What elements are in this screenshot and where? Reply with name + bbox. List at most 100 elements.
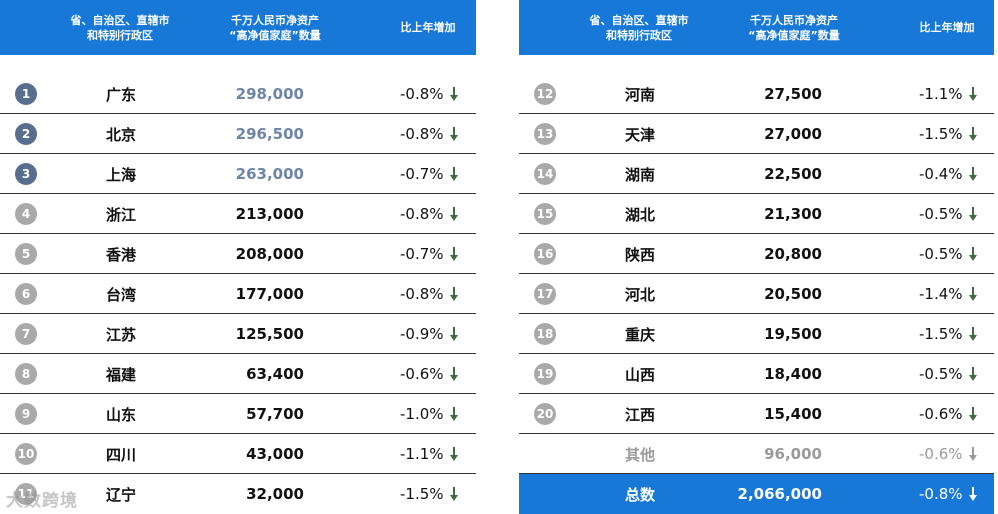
household-count: 27,500 bbox=[764, 85, 822, 103]
change-value: -0.6% bbox=[400, 365, 444, 383]
change-cell: -0.4% bbox=[919, 154, 978, 194]
region-name: 山西 bbox=[624, 365, 655, 384]
region-name: 香港 bbox=[105, 245, 136, 264]
table-row: 1 广东 298,000 -0.8% bbox=[0, 74, 476, 114]
household-count: 32,000 bbox=[246, 485, 304, 503]
count-header-line2: “高净值家庭”数量 bbox=[748, 28, 840, 42]
household-count: 57,700 bbox=[246, 405, 304, 423]
change-cell: -1.1% bbox=[400, 434, 459, 474]
change-value: -1.0% bbox=[400, 405, 444, 423]
household-count: 20,800 bbox=[764, 245, 822, 263]
down-arrow-icon bbox=[449, 407, 458, 421]
household-count: 20,500 bbox=[764, 285, 822, 303]
household-count: 208,000 bbox=[235, 245, 304, 263]
rank-badge: 2 bbox=[15, 123, 37, 145]
change-cell: -1.5% bbox=[919, 114, 978, 154]
change-cell: -0.6% bbox=[919, 394, 978, 434]
down-arrow-icon bbox=[449, 167, 458, 181]
down-arrow-icon bbox=[449, 327, 458, 341]
table-row: 5 香港 208,000 -0.7% bbox=[0, 234, 476, 274]
down-arrow-icon bbox=[449, 247, 458, 261]
region-name: 上海 bbox=[105, 165, 136, 184]
rank-badge: 7 bbox=[15, 323, 37, 345]
table-row: 12 河南 27,500 -1.1% bbox=[519, 74, 994, 114]
region-name: 浙江 bbox=[105, 205, 136, 224]
rank-badge: 12 bbox=[534, 83, 556, 105]
down-arrow-icon bbox=[968, 87, 977, 101]
change-cell: -1.5% bbox=[919, 314, 978, 354]
region-name: 福建 bbox=[105, 365, 136, 384]
table-header: 省、自治区、直辖市 和特别行政区 千万人民币净资产 “高净值家庭”数量 比上年增… bbox=[519, 0, 994, 55]
region-name: 天津 bbox=[624, 125, 655, 144]
change-value: -0.8% bbox=[400, 285, 444, 303]
down-arrow-icon bbox=[968, 487, 977, 501]
household-count: 298,000 bbox=[235, 85, 304, 103]
province-header: 省、自治区、直辖市 和特别行政区 bbox=[44, 0, 196, 55]
down-arrow-icon bbox=[968, 407, 977, 421]
change-value: -0.5% bbox=[919, 365, 963, 383]
rank-badge: 20 bbox=[534, 403, 556, 425]
region-name: 总数 bbox=[624, 485, 655, 504]
down-arrow-icon bbox=[968, 287, 977, 301]
change-cell: -0.8% bbox=[400, 194, 459, 234]
change-value: -0.8% bbox=[400, 125, 444, 143]
change-header-label: 比上年增加 bbox=[400, 21, 456, 34]
count-header-line1: 千万人民币净资产 bbox=[750, 13, 838, 27]
region-name: 河南 bbox=[624, 85, 655, 104]
rank-badge: 8 bbox=[15, 363, 37, 385]
region-name: 北京 bbox=[105, 125, 136, 144]
region-name: 重庆 bbox=[624, 325, 655, 344]
down-arrow-icon bbox=[449, 207, 458, 221]
household-count: 43,000 bbox=[246, 445, 304, 463]
table-row: 18 重庆 19,500 -1.5% bbox=[519, 314, 994, 354]
household-count: 15,400 bbox=[764, 405, 822, 423]
change-value: -0.9% bbox=[400, 325, 444, 343]
region-name: 广东 bbox=[105, 85, 136, 104]
region-name: 江苏 bbox=[105, 325, 136, 344]
change-value: -1.1% bbox=[919, 85, 963, 103]
count-header: 千万人民币净资产 “高净值家庭”数量 bbox=[719, 0, 869, 55]
rank-badge: 13 bbox=[534, 123, 556, 145]
rank-badge: 14 bbox=[534, 163, 556, 185]
count-header-line2: “高净值家庭”数量 bbox=[229, 28, 321, 42]
change-value: -0.8% bbox=[400, 205, 444, 223]
region-name: 湖南 bbox=[624, 165, 655, 184]
rank-badge: 18 bbox=[534, 323, 556, 345]
right-rows: 12 河南 27,500 -1.1% 13 天津 27,000 -1.5% 14 湖南 22,500… bbox=[519, 74, 994, 514]
change-cell: -0.9% bbox=[400, 314, 459, 354]
change-cell: -0.8% bbox=[400, 114, 459, 154]
change-header-label: 比上年增加 bbox=[919, 21, 975, 34]
change-value: -1.4% bbox=[919, 285, 963, 303]
region-name: 其他 bbox=[624, 445, 655, 464]
down-arrow-icon bbox=[968, 367, 977, 381]
table-row: 11 辽宁 32,000 -1.5% bbox=[0, 474, 476, 514]
table-row: 8 福建 63,400 -0.6% bbox=[0, 354, 476, 394]
table-row: 19 山西 18,400 -0.5% bbox=[519, 354, 994, 394]
count-header-line1: 千万人民币净资产 bbox=[231, 13, 319, 27]
change-cell: -0.5% bbox=[919, 194, 978, 234]
rank-badge: 10 bbox=[15, 443, 37, 465]
change-cell: -1.5% bbox=[400, 474, 459, 514]
table-row: 2 北京 296,500 -0.8% bbox=[0, 114, 476, 154]
rank-badge: 16 bbox=[534, 243, 556, 265]
change-value: -1.5% bbox=[400, 485, 444, 503]
down-arrow-icon bbox=[449, 287, 458, 301]
change-cell: -0.8% bbox=[919, 474, 978, 514]
household-count: 296,500 bbox=[235, 125, 304, 143]
rank-badge: 9 bbox=[15, 403, 37, 425]
change-value: -0.7% bbox=[400, 165, 444, 183]
region-name: 山东 bbox=[105, 405, 136, 424]
table-row: 10 四川 43,000 -1.1% bbox=[0, 434, 476, 474]
down-arrow-icon bbox=[968, 207, 977, 221]
change-value: -0.4% bbox=[919, 165, 963, 183]
household-count: 2,066,000 bbox=[737, 485, 822, 503]
province-header-line1: 省、自治区、直辖市 bbox=[70, 13, 170, 27]
change-value: -0.8% bbox=[919, 485, 963, 503]
table-row: 7 江苏 125,500 -0.9% bbox=[0, 314, 476, 354]
rank-badge: 15 bbox=[534, 203, 556, 225]
change-value: -1.1% bbox=[400, 445, 444, 463]
table-header: 省、自治区、直辖市 和特别行政区 千万人民币净资产 “高净值家庭”数量 比上年增… bbox=[0, 0, 476, 55]
count-header: 千万人民币净资产 “高净值家庭”数量 bbox=[200, 0, 350, 55]
table-row: 15 湖北 21,300 -0.5% bbox=[519, 194, 994, 234]
table-row: 3 上海 263,000 -0.7% bbox=[0, 154, 476, 194]
